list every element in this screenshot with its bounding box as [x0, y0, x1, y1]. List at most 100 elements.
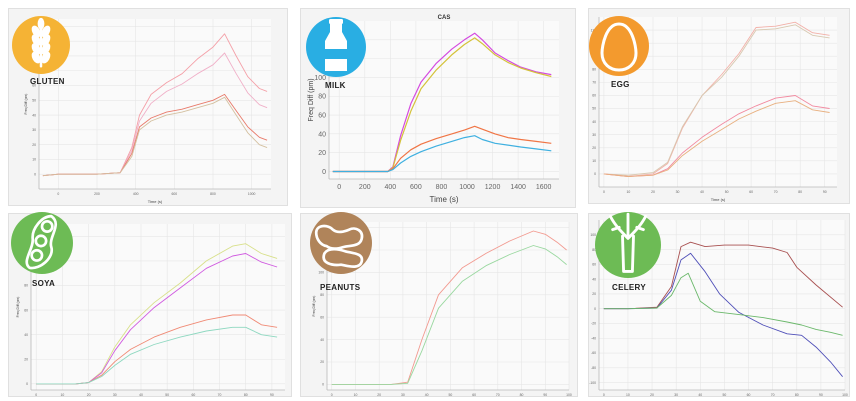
y-tick-label: -80	[591, 366, 596, 370]
y-tick-label: -20	[591, 322, 596, 326]
series-line-4	[603, 100, 830, 177]
y-axis-label: Freq Diff (pm)	[16, 297, 20, 318]
y-axis-label: Freq Diff (pm)	[308, 78, 315, 121]
chart-panel-soya: 0102030405060708090020406080100120Freq D…	[8, 213, 292, 397]
x-tick-label: 40	[698, 393, 702, 397]
chart-panel-peanuts: 0102030405060708090100020406080100120140…	[300, 213, 578, 397]
series-line-2	[603, 252, 843, 377]
x-tick-label: 1400	[510, 184, 526, 191]
y-tick-label: 40	[24, 333, 28, 337]
y-axis-label: Freq Diff (pm)	[312, 296, 316, 317]
x-tick-label: 20	[651, 190, 655, 194]
y-tick-label: 80	[592, 248, 596, 252]
y-tick-label: 20	[592, 292, 596, 296]
x-tick-label: 70	[496, 393, 500, 397]
x-tick-label: 0	[35, 393, 37, 397]
x-axis-label: Time (s)	[711, 197, 726, 202]
y-tick-label: 40	[318, 131, 326, 138]
x-tick-label: 0	[57, 192, 59, 196]
x-tick-label: 70	[774, 190, 778, 194]
x-tick-label: 50	[725, 190, 729, 194]
x-tick-label: 1200	[485, 184, 501, 191]
chart-milk: 0 200 400 600 800 1000 1200 1400 1600 0 20 40 60 80 10…	[308, 15, 559, 204]
x-tick-label: 0	[603, 190, 605, 194]
x-tick-label: 20	[650, 393, 654, 397]
x-tick-label: 20	[87, 393, 91, 397]
peanut-icon	[314, 224, 364, 268]
allergen-label-peanuts: PEANUTS	[320, 283, 361, 292]
x-tick-label: 1600	[536, 184, 552, 191]
x-axis-label: Time (s)	[148, 199, 163, 204]
y-tick-label: 60	[592, 94, 596, 98]
x-tick-label: 60	[747, 393, 751, 397]
x-tick-label: 80	[520, 393, 524, 397]
x-tick-label: 100	[566, 393, 572, 397]
x-tick-label: 20	[377, 393, 381, 397]
y-tick-label: 0	[594, 307, 596, 311]
x-tick-label: 1000	[248, 192, 256, 196]
x-tick-label: 50	[448, 393, 452, 397]
x-tick-label: 80	[795, 393, 799, 397]
allergen-label-milk: MILK	[325, 81, 346, 90]
celery-stalk-icon	[608, 212, 648, 273]
allergen-badge-soya	[11, 212, 73, 274]
x-tick-label: 600	[410, 184, 422, 191]
y-tick-label: 20	[32, 143, 36, 147]
y-tick-label: 70	[592, 81, 596, 85]
x-tick-label: 10	[626, 393, 630, 397]
y-tick-label: 0	[594, 172, 596, 176]
x-tick-label: 40	[425, 393, 429, 397]
y-tick-label: 100	[314, 75, 326, 82]
y-tick-label: 80	[318, 94, 326, 101]
y-tick-label: 30	[592, 133, 596, 137]
x-tick-label: 40	[139, 393, 143, 397]
x-tick-label: 200	[359, 184, 371, 191]
y-tick-label: 80	[24, 284, 28, 288]
series-line-1	[331, 230, 567, 385]
allergen-label-gluten: GLUTEN	[30, 77, 65, 86]
x-tick-label: 600	[171, 192, 177, 196]
y-tick-label: 100	[318, 271, 324, 275]
y-tick-label: 60	[24, 308, 28, 312]
x-tick-label: 90	[819, 393, 823, 397]
allergen-badge-peanuts	[310, 212, 372, 274]
y-tick-label: 0	[34, 172, 36, 176]
y-tick-label: -40	[591, 336, 596, 340]
y-tick-label: 20	[24, 357, 28, 361]
y-tick-label: 100	[590, 233, 596, 237]
x-tick-label: 60	[749, 190, 753, 194]
y-tick-label: 60	[592, 263, 596, 267]
chart-gluten: 020040060080010000102030405060708090100T…	[24, 19, 271, 204]
y-tick-label: 0	[26, 382, 28, 386]
x-tick-label: 30	[113, 393, 117, 397]
y-tick-label: 50	[32, 98, 36, 102]
x-tick-label: 30	[676, 190, 680, 194]
allergen-label-celery: CELERY	[612, 283, 646, 292]
y-axis-label: Freq Diff (pm)	[24, 94, 28, 115]
x-tick-label: 1000	[459, 184, 475, 191]
y-tick-label: 10	[32, 158, 36, 162]
y-tick-label: 0	[322, 383, 324, 387]
x-tick-label: 400	[384, 184, 396, 191]
allergen-badge-milk	[306, 17, 366, 77]
series-line-2	[603, 24, 830, 176]
x-tick-label: 30	[401, 393, 405, 397]
egg-icon	[600, 22, 638, 72]
y-tick-label: 50	[592, 107, 596, 111]
allergen-badge-celery	[595, 212, 661, 278]
x-tick-label: 50	[165, 393, 169, 397]
series-line-2	[332, 37, 552, 173]
y-tick-label: 40	[592, 120, 596, 124]
plot-area	[39, 19, 271, 189]
y-tick-label: 10	[592, 159, 596, 163]
plot-area	[31, 224, 285, 390]
y-tick-label: -60	[591, 351, 596, 355]
x-tick-label: 70	[218, 393, 222, 397]
y-tick-label: 40	[320, 338, 324, 342]
chart-title: CAS	[438, 15, 451, 21]
y-tick-label: 20	[320, 360, 324, 364]
x-tick-label: 70	[771, 393, 775, 397]
x-tick-label: 60	[191, 393, 195, 397]
x-tick-label: 400	[133, 192, 139, 196]
